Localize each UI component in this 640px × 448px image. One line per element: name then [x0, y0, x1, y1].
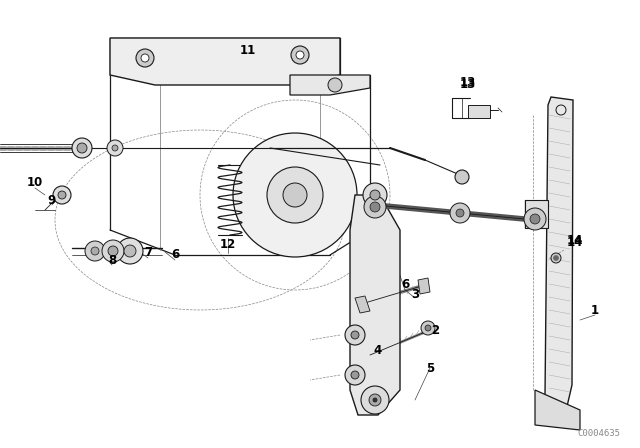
Circle shape: [373, 398, 377, 402]
Text: 7: 7: [144, 246, 152, 258]
Circle shape: [102, 240, 124, 262]
Polygon shape: [545, 97, 573, 415]
Circle shape: [455, 170, 469, 184]
Circle shape: [524, 208, 546, 230]
Text: 14: 14: [567, 236, 583, 249]
Text: 14: 14: [567, 233, 583, 246]
Circle shape: [58, 191, 66, 199]
Circle shape: [124, 245, 136, 257]
Polygon shape: [350, 195, 400, 415]
Circle shape: [72, 138, 92, 158]
Circle shape: [112, 145, 118, 151]
Circle shape: [291, 46, 309, 64]
Polygon shape: [290, 75, 370, 95]
Polygon shape: [535, 390, 580, 430]
Text: 3: 3: [411, 289, 419, 302]
Circle shape: [370, 202, 380, 212]
Text: 2: 2: [431, 323, 439, 336]
Circle shape: [85, 241, 105, 261]
Polygon shape: [355, 296, 370, 313]
Text: C0004635: C0004635: [577, 429, 620, 438]
Circle shape: [77, 143, 87, 153]
Circle shape: [363, 183, 387, 207]
Circle shape: [364, 196, 386, 218]
Circle shape: [91, 247, 99, 255]
Circle shape: [421, 321, 435, 335]
Circle shape: [551, 253, 561, 263]
Circle shape: [345, 365, 365, 385]
Text: 6: 6: [401, 279, 409, 292]
Circle shape: [296, 51, 304, 59]
Polygon shape: [418, 278, 430, 294]
Circle shape: [233, 133, 357, 257]
Text: 11: 11: [240, 43, 256, 56]
Text: 10: 10: [27, 177, 43, 190]
Text: 13: 13: [460, 78, 476, 91]
Circle shape: [456, 209, 464, 217]
Circle shape: [351, 331, 359, 339]
Circle shape: [136, 49, 154, 67]
Polygon shape: [525, 200, 548, 228]
Text: 9: 9: [48, 194, 56, 207]
Text: 12: 12: [220, 238, 236, 251]
Text: 8: 8: [108, 254, 116, 267]
Circle shape: [369, 394, 381, 406]
Circle shape: [450, 203, 470, 223]
Circle shape: [141, 54, 149, 62]
Polygon shape: [110, 38, 340, 85]
Circle shape: [328, 78, 342, 92]
Circle shape: [53, 186, 71, 204]
Circle shape: [267, 167, 323, 223]
Circle shape: [554, 255, 559, 260]
Circle shape: [530, 214, 540, 224]
Circle shape: [351, 371, 359, 379]
Circle shape: [425, 325, 431, 331]
Text: 5: 5: [426, 362, 434, 375]
Circle shape: [108, 246, 118, 256]
Text: 13: 13: [460, 77, 476, 90]
Circle shape: [107, 140, 123, 156]
Circle shape: [361, 386, 389, 414]
Circle shape: [345, 325, 365, 345]
Circle shape: [370, 190, 380, 200]
Circle shape: [283, 183, 307, 207]
Text: 1: 1: [591, 303, 599, 316]
Text: 6: 6: [171, 249, 179, 262]
Text: 4: 4: [374, 344, 382, 357]
Circle shape: [117, 238, 143, 264]
Polygon shape: [468, 105, 490, 118]
